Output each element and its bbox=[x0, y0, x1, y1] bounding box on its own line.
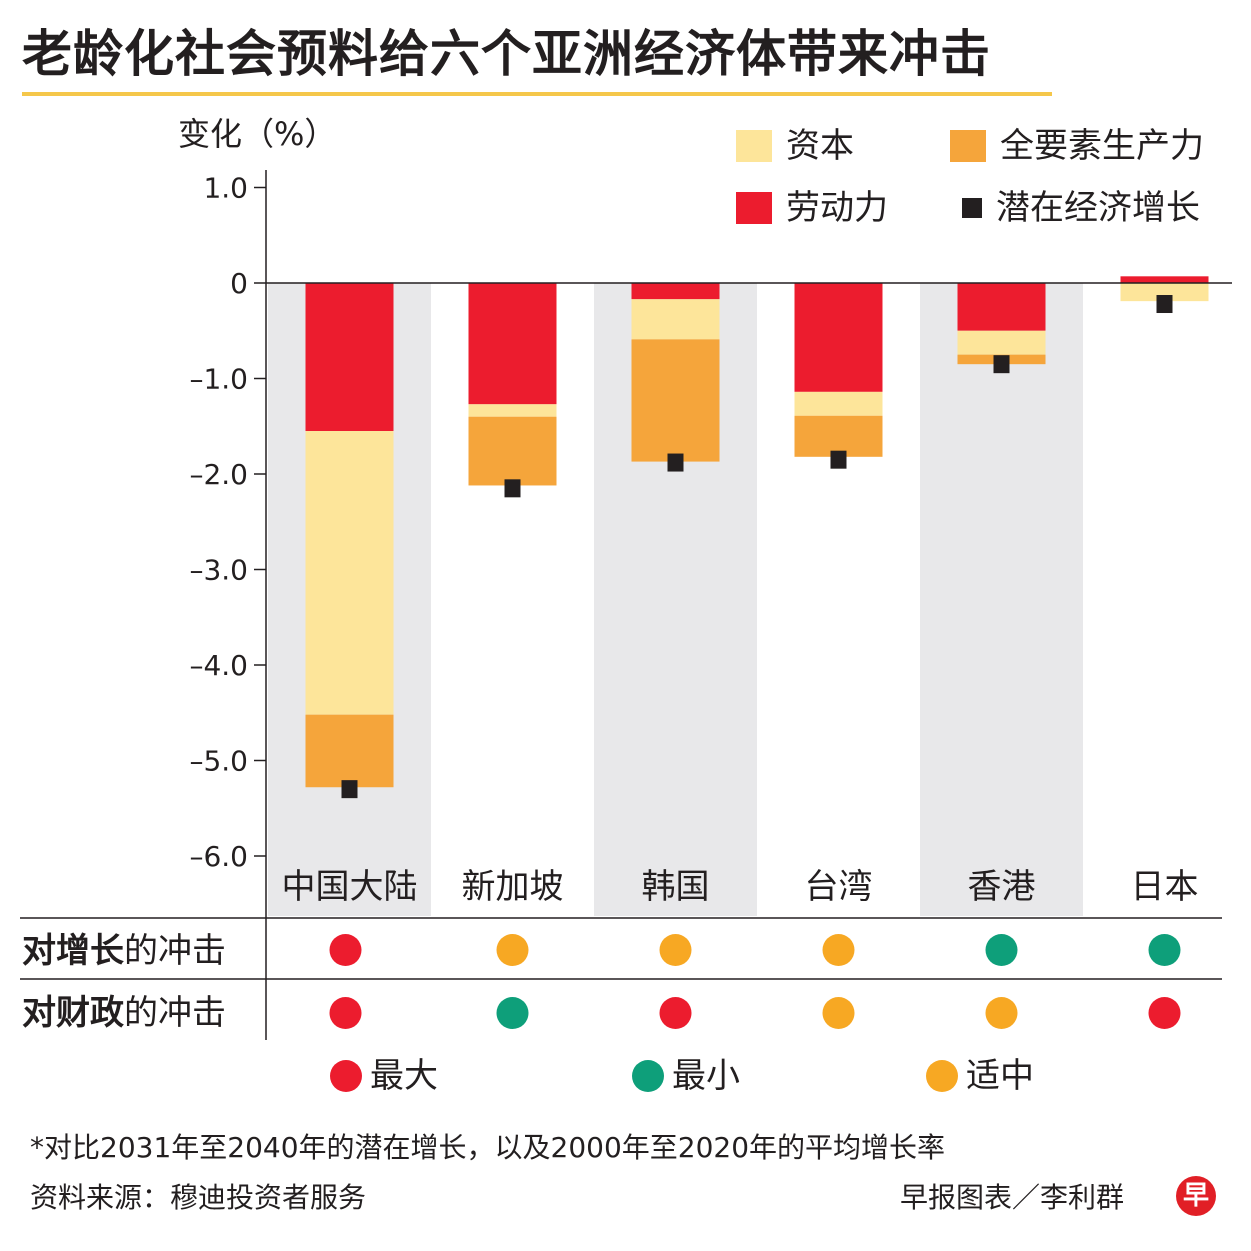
bar-capital-1 bbox=[305, 431, 394, 715]
y-tick-label-3: –1.0 bbox=[189, 363, 248, 396]
impact-dot-r1-c2 bbox=[496, 934, 529, 966]
title-underline bbox=[22, 92, 1052, 96]
impact-legend-high: 最大 bbox=[330, 1054, 438, 1098]
impact-dot-r1-c5 bbox=[985, 934, 1018, 966]
y-tick-label-1: 1.0 bbox=[203, 172, 248, 205]
category-label-2: 新加坡 bbox=[462, 867, 564, 907]
potential-growth-marker-3 bbox=[667, 453, 684, 472]
bar-labour-6 bbox=[1120, 276, 1209, 283]
impact-legend-mid: 适中 bbox=[926, 1054, 1034, 1098]
category-label-5: 香港 bbox=[968, 867, 1036, 907]
potential-growth-marker-4 bbox=[830, 450, 847, 469]
legend-potential: 潜在经济增长 bbox=[962, 186, 1200, 230]
category-label-4: 台湾 bbox=[805, 867, 873, 907]
legend-labour-label: 劳动力 bbox=[786, 188, 888, 228]
legend-capital: 资本 bbox=[736, 124, 854, 168]
category-label-3: 韩国 bbox=[642, 867, 710, 907]
impact-legend-mid-label: 适中 bbox=[966, 1056, 1034, 1096]
impact-dot-r2-c6 bbox=[1148, 997, 1181, 1029]
footnote: *对比2031年至2040年的潜在增长，以及2000年至2020年的平均增长率 bbox=[30, 1131, 946, 1164]
bar-labour-3 bbox=[631, 283, 720, 300]
impact-dot-r2-c1 bbox=[329, 997, 362, 1029]
stacked-bar-chart: 1.0 0 –1.0 –2.0 –3.0 –4.0 –5.0 –6.0 中国大陆 新加坡 韩国 台湾… bbox=[20, 170, 1232, 1040]
potential-growth-marker-6 bbox=[1156, 295, 1173, 314]
impact-row-label-growth-bold: 对增长 bbox=[22, 931, 124, 971]
y-tick-label-6: –4.0 bbox=[189, 649, 248, 682]
category-label-6: 日本 bbox=[1131, 867, 1199, 907]
impact-row-label-growth: 对增长的冲击 bbox=[22, 929, 226, 973]
zaobao-logo: 早 bbox=[1176, 1176, 1216, 1216]
bar-capital-2 bbox=[468, 404, 557, 417]
impact-legend-low-dot bbox=[632, 1060, 664, 1092]
impact-legend-low-label: 最小 bbox=[672, 1056, 740, 1096]
category-label-1: 中国大陆 bbox=[282, 867, 418, 907]
potential-growth-marker-5 bbox=[993, 355, 1010, 374]
impact-dot-r2-c4 bbox=[822, 997, 855, 1029]
legend-potential-marker bbox=[962, 198, 982, 218]
bar-capital-6 bbox=[1120, 283, 1209, 302]
impact-dot-r1-c6 bbox=[1148, 934, 1181, 966]
bar-tfp-4 bbox=[794, 415, 883, 457]
chart-title: 老龄化社会预料给六个亚洲经济体带来冲击 bbox=[22, 25, 991, 83]
impact-dot-r1-c1 bbox=[329, 934, 362, 966]
impact-legend-high-dot bbox=[330, 1060, 362, 1092]
impact-row-label-fiscal: 对财政的冲击 bbox=[22, 991, 226, 1035]
bar-capital-4 bbox=[794, 391, 883, 416]
impact-dot-r2-c5 bbox=[985, 997, 1018, 1029]
credit: 早报图表／李利群 bbox=[900, 1181, 1125, 1214]
legend-tfp-swatch bbox=[950, 130, 986, 162]
y-tick-label-4: –2.0 bbox=[189, 458, 248, 491]
source-note: 资料来源：穆迪投资者服务 bbox=[30, 1181, 367, 1214]
bar-tfp-2 bbox=[468, 416, 557, 486]
legend-labour: 劳动力 bbox=[736, 186, 888, 230]
legend-capital-label: 资本 bbox=[786, 126, 854, 166]
potential-growth-marker-2 bbox=[504, 479, 521, 498]
impact-legend-low: 最小 bbox=[632, 1054, 740, 1098]
bar-labour-1 bbox=[305, 283, 394, 432]
y-tick-label-8: –6.0 bbox=[189, 840, 248, 873]
impact-row-label-growth-rest: 的冲击 bbox=[124, 931, 226, 971]
legend-capital-swatch bbox=[736, 130, 772, 162]
impact-legend-mid-dot bbox=[926, 1060, 958, 1092]
bar-labour-4 bbox=[794, 283, 883, 392]
impact-dot-r1-c3 bbox=[659, 934, 692, 966]
y-tick-label-5: –3.0 bbox=[189, 554, 248, 587]
y-axis-label: 变化（%） bbox=[178, 115, 337, 153]
bar-labour-5 bbox=[957, 283, 1046, 331]
bar-capital-3 bbox=[631, 299, 720, 340]
y-tick-label-2: 0 bbox=[230, 267, 248, 300]
bar-tfp-1 bbox=[305, 714, 394, 788]
impact-dot-r2-c2 bbox=[496, 997, 529, 1029]
legend-labour-swatch bbox=[736, 192, 772, 224]
bar-tfp-3 bbox=[631, 339, 720, 462]
legend-tfp-label: 全要素生产力 bbox=[1000, 126, 1204, 166]
bar-capital-5 bbox=[957, 330, 1046, 355]
impact-row-label-fiscal-rest: 的冲击 bbox=[124, 993, 226, 1033]
y-tick-label-7: –5.0 bbox=[189, 745, 248, 778]
potential-growth-marker-1 bbox=[341, 780, 358, 799]
impact-dot-r1-c4 bbox=[822, 934, 855, 966]
legend-potential-label: 潜在经济增长 bbox=[996, 188, 1200, 228]
legend-tfp: 全要素生产力 bbox=[950, 124, 1204, 168]
impact-dot-r2-c3 bbox=[659, 997, 692, 1029]
bar-labour-2 bbox=[468, 283, 557, 405]
impact-legend-high-label: 最大 bbox=[370, 1056, 438, 1096]
column-shade-5 bbox=[920, 283, 1083, 916]
impact-row-label-fiscal-bold: 对财政 bbox=[22, 993, 124, 1033]
